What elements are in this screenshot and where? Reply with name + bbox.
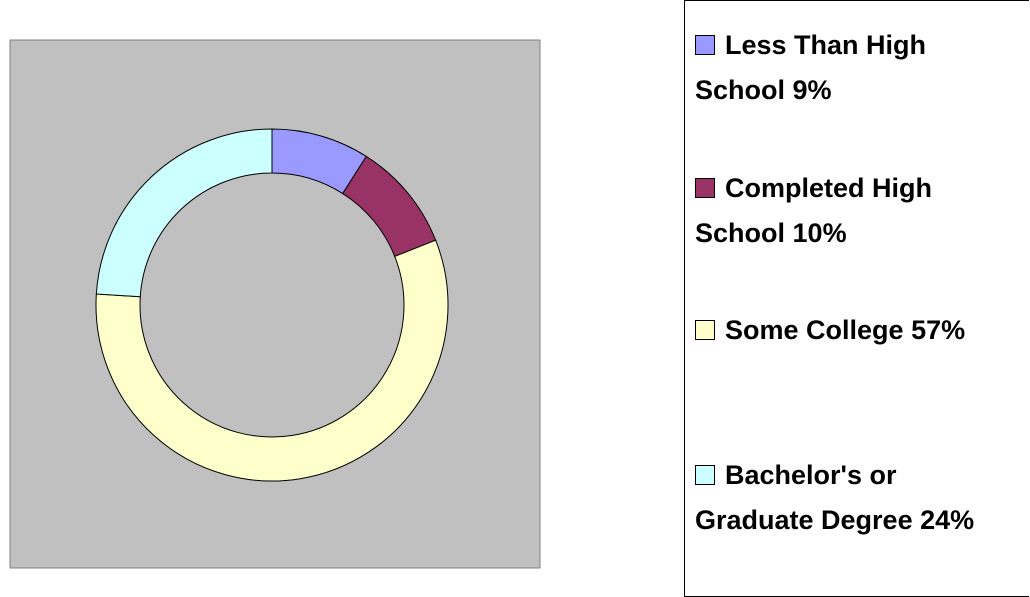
legend-swatch <box>695 320 715 340</box>
legend-swatch <box>695 35 715 55</box>
legend: Less Than High School 9% Completed High S… <box>684 0 1029 597</box>
legend-label: Bachelor's or Graduate Degree <box>695 460 913 535</box>
legend-label: Less Than High School <box>695 30 927 105</box>
legend-value: 57% <box>911 315 966 345</box>
legend-swatch <box>695 465 715 485</box>
plot-area <box>9 39 541 569</box>
legend-value: 10% <box>792 218 847 248</box>
donut-segment <box>95 128 273 298</box>
legend-entry: Completed High School 10% <box>695 166 1015 256</box>
legend-entry: Some College 57% <box>695 308 1015 353</box>
legend-label: Some College <box>725 315 904 345</box>
chart <box>9 39 541 569</box>
donut-segment <box>95 239 449 482</box>
legend-label: Completed High School <box>695 173 932 248</box>
legend-entry: Bachelor's or Graduate Degree 24% <box>695 453 1015 543</box>
legend-swatch <box>695 178 715 198</box>
legend-entry: Less Than High School 9% <box>695 23 1015 113</box>
legend-value: 24% <box>920 505 975 535</box>
legend-value: 9% <box>792 75 832 105</box>
